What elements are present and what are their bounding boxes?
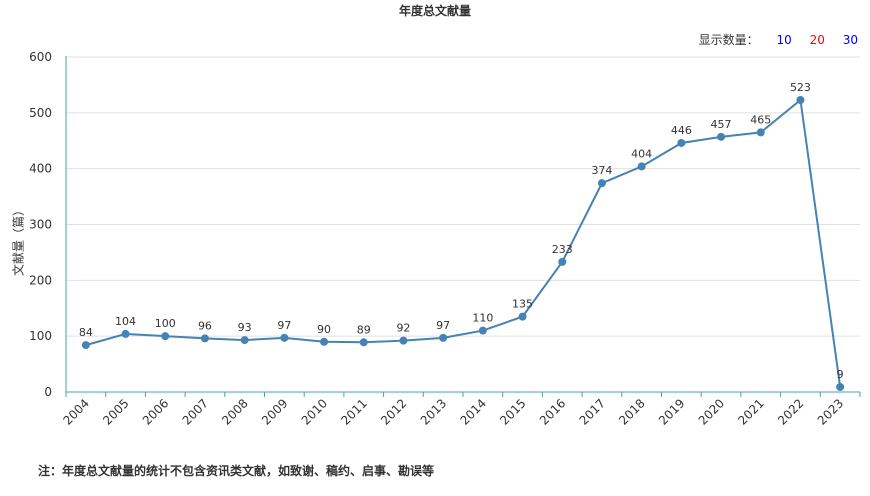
x-tick-label: 2017 (577, 396, 608, 427)
x-tick-label: 2015 (497, 396, 528, 427)
data-point (558, 257, 567, 266)
data-point (399, 336, 408, 345)
data-point (121, 329, 130, 338)
data-point (597, 179, 606, 188)
data-label: 465 (750, 113, 771, 126)
data-label: 92 (396, 322, 410, 335)
data-label: 446 (671, 124, 692, 137)
data-point (717, 132, 726, 141)
x-tick-label: 2010 (299, 396, 330, 427)
x-tick-label: 2004 (60, 396, 91, 427)
x-tick-label: 2018 (616, 396, 647, 427)
data-point (677, 138, 686, 147)
data-point (637, 162, 646, 171)
y-tick-label: 500 (29, 106, 52, 120)
data-label: 100 (155, 317, 176, 330)
data-label: 89 (357, 323, 371, 336)
data-point (478, 326, 487, 335)
y-tick-label: 200 (29, 273, 52, 287)
data-label: 233 (552, 243, 573, 256)
x-tick-label: 2005 (100, 396, 131, 427)
display-count-label: 显示数量： (698, 33, 759, 47)
data-label: 135 (512, 298, 533, 311)
data-label: 110 (472, 312, 493, 325)
data-point (280, 333, 289, 342)
x-tick-label: 2019 (656, 396, 687, 427)
data-label: 404 (631, 147, 652, 160)
y-tick-label: 100 (29, 329, 52, 343)
data-label: 90 (317, 323, 331, 336)
data-label: 96 (198, 319, 212, 332)
data-point (161, 332, 170, 341)
x-tick-label: 2016 (537, 396, 568, 427)
data-point (439, 333, 448, 342)
display-option-10[interactable]: 10 (776, 33, 792, 47)
y-tick-label: 300 (29, 218, 52, 232)
data-label: 104 (115, 315, 136, 328)
x-tick-label: 2012 (378, 396, 409, 427)
x-tick-label: 2013 (418, 396, 449, 427)
data-label: 457 (711, 118, 732, 131)
x-tick-label: 2006 (140, 396, 171, 427)
display-option-20[interactable]: 20 (809, 33, 825, 47)
data-point (518, 312, 527, 321)
data-label: 93 (238, 321, 252, 334)
data-label: 374 (591, 164, 612, 177)
data-point (320, 337, 329, 346)
x-tick-label: 2014 (457, 396, 488, 427)
data-point (81, 341, 90, 350)
footnote: 注：年度总文献量的统计不包含资讯类文献，如致谢、稿约、启事、勘误等 (38, 464, 435, 478)
data-label: 97 (277, 319, 291, 332)
x-tick-label: 2007 (180, 396, 211, 427)
data-point (240, 336, 249, 345)
data-point (756, 128, 765, 137)
x-tick-label: 2023 (815, 396, 846, 427)
data-point (359, 338, 368, 347)
y-tick-label: 0 (44, 385, 52, 399)
display-count-selector: 显示数量： 10 20 30 (699, 31, 858, 48)
x-tick-label: 2020 (696, 396, 727, 427)
x-tick-label: 2022 (775, 396, 806, 427)
x-tick-label: 2011 (338, 396, 369, 427)
data-label: 9 (837, 368, 844, 381)
y-tick-label: 600 (29, 50, 52, 64)
series-line (85, 98, 842, 388)
data-point (200, 334, 209, 343)
data-label: 84 (79, 326, 93, 339)
chart-title: 年度总文献量 (398, 4, 471, 18)
data-label: 523 (790, 81, 811, 94)
data-label: 97 (436, 319, 450, 332)
data-point (796, 95, 805, 104)
x-tick-label: 2008 (219, 396, 250, 427)
x-tick-label: 2009 (259, 396, 290, 427)
y-tick-label: 400 (29, 162, 52, 176)
display-option-30[interactable]: 30 (842, 33, 858, 47)
x-tick-label: 2021 (735, 396, 766, 427)
data-point (836, 382, 845, 391)
